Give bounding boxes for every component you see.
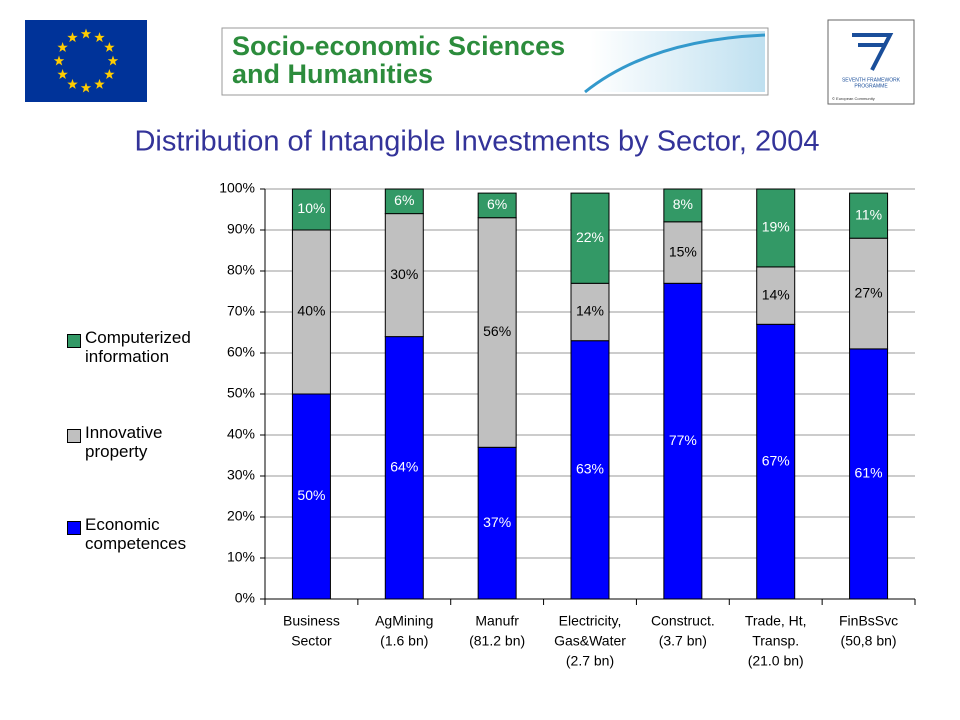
value-label: 8%	[673, 196, 693, 212]
value-label: 14%	[576, 303, 604, 319]
x-tick-label: Trade, Ht,	[745, 613, 807, 629]
value-label: 56%	[483, 323, 511, 339]
x-tick-label: (2.7 bn)	[566, 653, 614, 669]
value-label: 15%	[669, 243, 697, 259]
x-tick-label: (50,8 bn)	[841, 633, 897, 649]
eu-stars	[53, 28, 119, 93]
bar-segment	[291, 393, 331, 600]
fp7-logo	[827, 19, 915, 105]
y-tick-label: 0%	[235, 590, 255, 606]
x-tick-label: AgMining	[375, 613, 433, 629]
star	[80, 28, 92, 39]
star	[94, 32, 105, 43]
y-tick-label: 80%	[227, 262, 255, 278]
x-tick-label: Electricity,	[559, 613, 622, 629]
legend-label: Economic competences	[85, 515, 187, 553]
fp7-text: PROGRAMME	[854, 83, 888, 89]
legend-swatch	[67, 334, 81, 348]
star	[53, 55, 65, 66]
bar-segment	[849, 192, 889, 239]
value-label: 19%	[762, 219, 790, 235]
star	[94, 78, 105, 89]
value-label: 27%	[855, 284, 883, 300]
bar-segment	[384, 188, 424, 215]
y-tick-label: 40%	[227, 426, 255, 442]
legend-swatch	[67, 429, 81, 443]
bar-segment	[756, 188, 796, 268]
value-label: 64%	[390, 459, 418, 475]
value-label: 50%	[297, 487, 325, 503]
y-tick-label: 60%	[227, 344, 255, 360]
value-label: 11%	[855, 206, 882, 222]
banner-text: and Humanities	[232, 59, 433, 89]
value-label: 40%	[297, 303, 325, 319]
bar-segment	[570, 340, 610, 600]
x-tick-label: (81.2 bn)	[469, 633, 525, 649]
star	[57, 69, 68, 79]
value-label: 6%	[394, 192, 414, 208]
bar-segment	[849, 237, 889, 350]
legend-swatch	[67, 521, 81, 535]
value-label: 22%	[576, 229, 604, 245]
bar-segment	[663, 282, 703, 600]
legend-label: Computerized information	[85, 328, 191, 366]
bar-segment	[477, 192, 517, 219]
value-label: 67%	[762, 452, 790, 468]
fp7-text: SEVENTH FRAMEWORK	[842, 77, 901, 83]
x-tick-label: Construct.	[651, 613, 715, 629]
chart-title: Distribution of Intangible Investments b…	[134, 126, 819, 158]
star	[57, 42, 68, 52]
copyright: © European Community	[832, 96, 875, 101]
banner-text: Socio-economic Sciences	[232, 31, 565, 61]
y-tick-label: 30%	[227, 467, 255, 483]
x-tick-label: Transp.	[752, 633, 799, 649]
star	[67, 78, 78, 89]
x-tick-label: Business	[283, 613, 340, 629]
x-tick-label: (3.7 bn)	[659, 633, 707, 649]
value-label: 61%	[855, 465, 883, 481]
banner-swoosh	[590, 31, 765, 92]
star	[80, 82, 92, 93]
value-label: 10%	[297, 200, 325, 216]
x-tick-label: Manufr	[475, 613, 519, 629]
x-tick-label: FinBsSvc	[839, 613, 898, 629]
value-label: 77%	[669, 432, 697, 448]
star	[107, 55, 119, 66]
y-tick-label: 50%	[227, 385, 255, 401]
bar-segment	[756, 323, 796, 600]
fp7-mark	[852, 33, 894, 71]
value-label: 6%	[487, 196, 507, 212]
star	[104, 69, 115, 79]
bar-segment	[384, 336, 424, 600]
y-tick-label: 90%	[227, 221, 255, 237]
y-tick-label: 20%	[227, 508, 255, 524]
value-label: 37%	[483, 514, 511, 530]
bar-segment	[663, 188, 703, 223]
y-tick-label: 70%	[227, 303, 255, 319]
value-label: 63%	[576, 461, 604, 477]
x-tick-label: Sector	[291, 633, 332, 649]
value-label: 30%	[390, 266, 418, 282]
bar-segment	[570, 192, 610, 284]
bar-segment	[477, 446, 517, 600]
x-tick-label: (21.0 bn)	[748, 653, 804, 669]
y-tick-label: 10%	[227, 549, 255, 565]
bar-segment	[291, 229, 331, 395]
bar-segment	[384, 213, 424, 338]
x-tick-label: Gas&Water	[554, 633, 626, 649]
bar-segment	[291, 188, 331, 231]
value-label: 14%	[762, 286, 790, 302]
banner-curve	[584, 33, 766, 94]
star	[67, 32, 78, 43]
star	[104, 42, 115, 52]
legend-label: Innovative property	[85, 423, 163, 461]
x-tick-label: (1.6 bn)	[380, 633, 428, 649]
y-tick-label: 100%	[219, 180, 255, 196]
